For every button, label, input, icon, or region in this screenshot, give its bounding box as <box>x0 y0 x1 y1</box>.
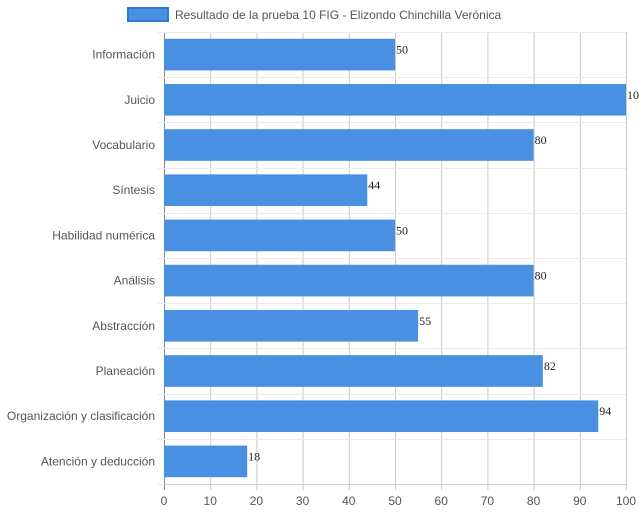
data-label: 18 <box>248 449 260 463</box>
bar[interactable] <box>164 219 395 252</box>
category-label: Juicio <box>124 93 155 107</box>
bar[interactable] <box>164 355 543 387</box>
data-labels: 50 100 80 44 50 80 55 82 94 18 <box>248 43 639 464</box>
bars <box>164 38 626 478</box>
data-label: 80 <box>535 269 547 283</box>
x-tick-label: 50 <box>388 494 402 508</box>
x-axis-ticks: 0 10 20 30 40 50 60 70 80 90 100 <box>161 494 637 508</box>
data-label: 82 <box>544 359 556 373</box>
category-label: Síntesis <box>112 183 155 197</box>
bar[interactable] <box>164 445 248 478</box>
category-label: Análisis <box>114 274 155 288</box>
category-label: Planeación <box>96 364 155 378</box>
x-tick-label: 80 <box>527 494 541 508</box>
data-label: 50 <box>396 223 408 237</box>
bar[interactable] <box>164 174 368 207</box>
x-tick-label: 20 <box>250 494 264 508</box>
legend-label: Resultado de la prueba 10 FIG - Elizondo… <box>175 8 502 22</box>
data-label: 100 <box>627 88 639 102</box>
category-label: Información <box>92 48 155 62</box>
category-label: Organización y clasificación <box>7 409 155 423</box>
x-tick-label: 90 <box>573 494 587 508</box>
category-label: Atención y deducción <box>41 454 155 468</box>
bar[interactable] <box>164 400 599 433</box>
x-tick-label: 10 <box>204 494 218 508</box>
legend[interactable]: Resultado de la prueba 10 FIG - Elizondo… <box>127 7 502 22</box>
data-label: 44 <box>368 178 380 192</box>
category-label: Vocabulario <box>92 138 155 152</box>
legend-swatch <box>127 7 169 22</box>
x-tick-label: 100 <box>616 494 636 508</box>
data-label: 80 <box>535 133 547 147</box>
bar[interactable] <box>164 309 419 342</box>
x-tick-label: 30 <box>296 494 310 508</box>
bar[interactable] <box>164 264 534 297</box>
bar[interactable] <box>164 38 395 71</box>
bar[interactable] <box>164 129 534 161</box>
category-labels: Información Juicio Vocabulario Síntesis Habi… <box>7 48 155 469</box>
x-tick-label: 0 <box>161 494 168 508</box>
x-tick-label: 60 <box>435 494 449 508</box>
x-tick-label: 70 <box>481 494 495 508</box>
category-label: Abstracción <box>92 319 155 333</box>
category-label: Habilidad numérica <box>52 228 155 242</box>
data-label: 50 <box>396 43 408 57</box>
x-tick-label: 40 <box>342 494 356 508</box>
data-label: 55 <box>419 314 431 328</box>
data-label: 94 <box>599 404 611 418</box>
bar[interactable] <box>164 83 626 116</box>
